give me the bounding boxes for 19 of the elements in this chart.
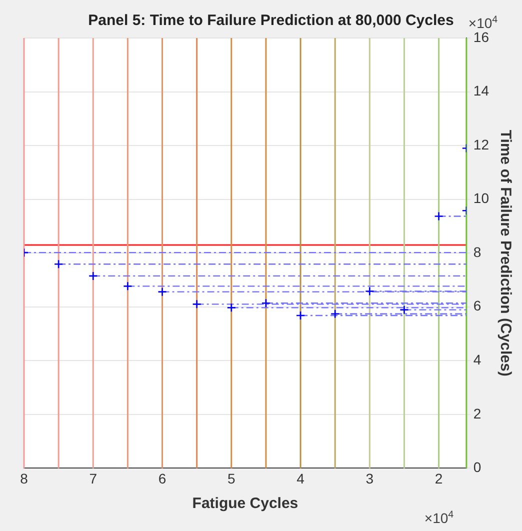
x-axis-title: Fatigue Cycles xyxy=(192,495,298,512)
y-tick-label: 0 xyxy=(473,459,482,476)
y-tick-label: 12 xyxy=(473,136,490,152)
x-tick-label: 7 xyxy=(89,470,98,486)
x-tick-label: 6 xyxy=(158,470,166,486)
chart-title: Panel 5: Time to Failure Prediction at 80,000 Cycles xyxy=(88,12,454,30)
x-tick-label: 8 xyxy=(20,470,28,486)
x-tick-label: 5 xyxy=(227,470,236,486)
y-tick-label: 16 xyxy=(473,28,490,45)
y-tick-label: 2 xyxy=(473,405,482,422)
y-tick-label: 14 xyxy=(473,82,490,99)
y-tick-label: 8 xyxy=(473,244,482,260)
y-tick-label: 10 xyxy=(473,190,490,206)
y-tick-label: 6 xyxy=(473,298,482,314)
x-tick-label: 3 xyxy=(366,470,374,486)
x-tick-label: 2 xyxy=(434,470,443,486)
y-axis-title: Time of Failure Prediction (Cycles) xyxy=(496,130,514,376)
y-tick-label: 4 xyxy=(473,352,482,368)
x-tick-label: 4 xyxy=(296,470,305,486)
